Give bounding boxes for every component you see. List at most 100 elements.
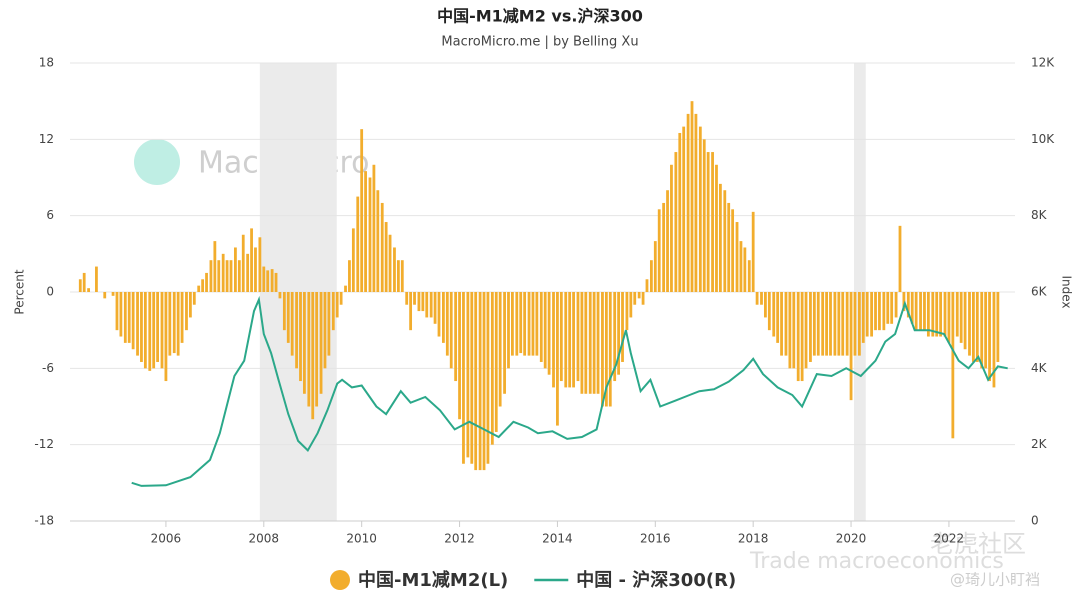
bar <box>552 292 555 388</box>
bar <box>454 292 458 382</box>
bar <box>400 260 404 292</box>
bar <box>270 269 274 292</box>
bar <box>788 292 792 369</box>
bar <box>580 292 584 394</box>
bar <box>972 292 975 362</box>
bar <box>201 279 205 292</box>
bar <box>764 292 767 318</box>
bar <box>470 292 474 464</box>
bar <box>205 272 208 292</box>
bar <box>910 292 914 324</box>
bar <box>258 237 262 292</box>
bar <box>490 292 494 445</box>
bar <box>449 292 453 369</box>
bar <box>254 247 257 292</box>
bar <box>711 152 714 292</box>
bar <box>833 292 837 356</box>
bar <box>613 292 617 382</box>
bar <box>237 260 241 292</box>
bar <box>649 260 653 292</box>
bar <box>743 247 747 292</box>
watermark-logo <box>134 139 180 185</box>
bar <box>229 260 233 292</box>
bar <box>559 292 563 382</box>
bar <box>380 202 384 292</box>
bar <box>584 292 588 394</box>
bar <box>861 292 865 343</box>
bar <box>168 292 172 356</box>
bar <box>462 292 465 464</box>
bar <box>723 190 727 292</box>
y2-tick-label: 10K <box>1031 132 1055 146</box>
bar <box>617 292 620 375</box>
bar <box>331 292 335 331</box>
bar <box>246 253 250 292</box>
bar <box>943 292 947 337</box>
bar <box>715 164 718 292</box>
bar <box>804 292 808 369</box>
bar <box>543 292 547 369</box>
bar <box>882 292 886 331</box>
bar <box>625 292 629 331</box>
bar <box>433 292 437 324</box>
bar <box>344 285 347 292</box>
bar <box>503 292 506 394</box>
bar <box>307 292 311 407</box>
bar <box>323 292 327 369</box>
bar <box>87 288 90 292</box>
bar <box>515 292 519 356</box>
x-tick-label: 2014 <box>542 532 573 546</box>
bar <box>176 292 180 356</box>
legend-label: 中国-M1减M2(L) <box>358 569 508 591</box>
bar <box>968 292 971 356</box>
bar <box>800 292 804 382</box>
bar <box>388 234 392 292</box>
x-tick-label: 2016 <box>640 532 671 546</box>
bar <box>160 292 164 369</box>
bar <box>857 292 861 356</box>
bar <box>250 228 253 292</box>
y2-tick-label: 4K <box>1031 361 1048 375</box>
bar <box>413 292 416 305</box>
bar <box>405 292 409 305</box>
bar <box>384 222 388 292</box>
bar <box>637 292 641 299</box>
y2-tick-label: 0 <box>1031 514 1039 528</box>
bar <box>926 292 930 337</box>
bar <box>809 292 812 362</box>
x-tick-label: 2020 <box>836 532 867 546</box>
chart-title: 中国-M1减M2 vs.沪深300 <box>437 7 643 26</box>
bar <box>996 292 1000 362</box>
bar <box>874 292 877 331</box>
bar <box>185 292 188 331</box>
bar <box>865 292 869 337</box>
bar <box>445 292 449 356</box>
bar <box>576 292 580 382</box>
y2-tick-label: 6K <box>1031 285 1048 299</box>
bar <box>980 292 984 369</box>
bar <box>376 190 380 292</box>
x-tick-label: 2006 <box>151 532 182 546</box>
bar <box>286 292 290 343</box>
y-axis-label: Percent <box>13 269 27 314</box>
bar <box>821 292 825 356</box>
bar <box>739 241 743 292</box>
bar <box>172 292 176 354</box>
bar <box>393 247 396 292</box>
bar <box>234 247 237 292</box>
bar <box>266 270 270 292</box>
bar <box>494 292 498 432</box>
y-tick-label: 18 <box>39 56 54 70</box>
bar <box>441 292 445 343</box>
bar <box>356 196 360 292</box>
bar <box>601 292 604 407</box>
bar <box>482 292 486 471</box>
bar <box>596 292 600 394</box>
bar <box>780 292 783 356</box>
bar <box>902 292 906 312</box>
bar <box>951 292 955 439</box>
bar <box>568 292 572 388</box>
bar <box>825 292 828 356</box>
bar <box>519 292 523 354</box>
